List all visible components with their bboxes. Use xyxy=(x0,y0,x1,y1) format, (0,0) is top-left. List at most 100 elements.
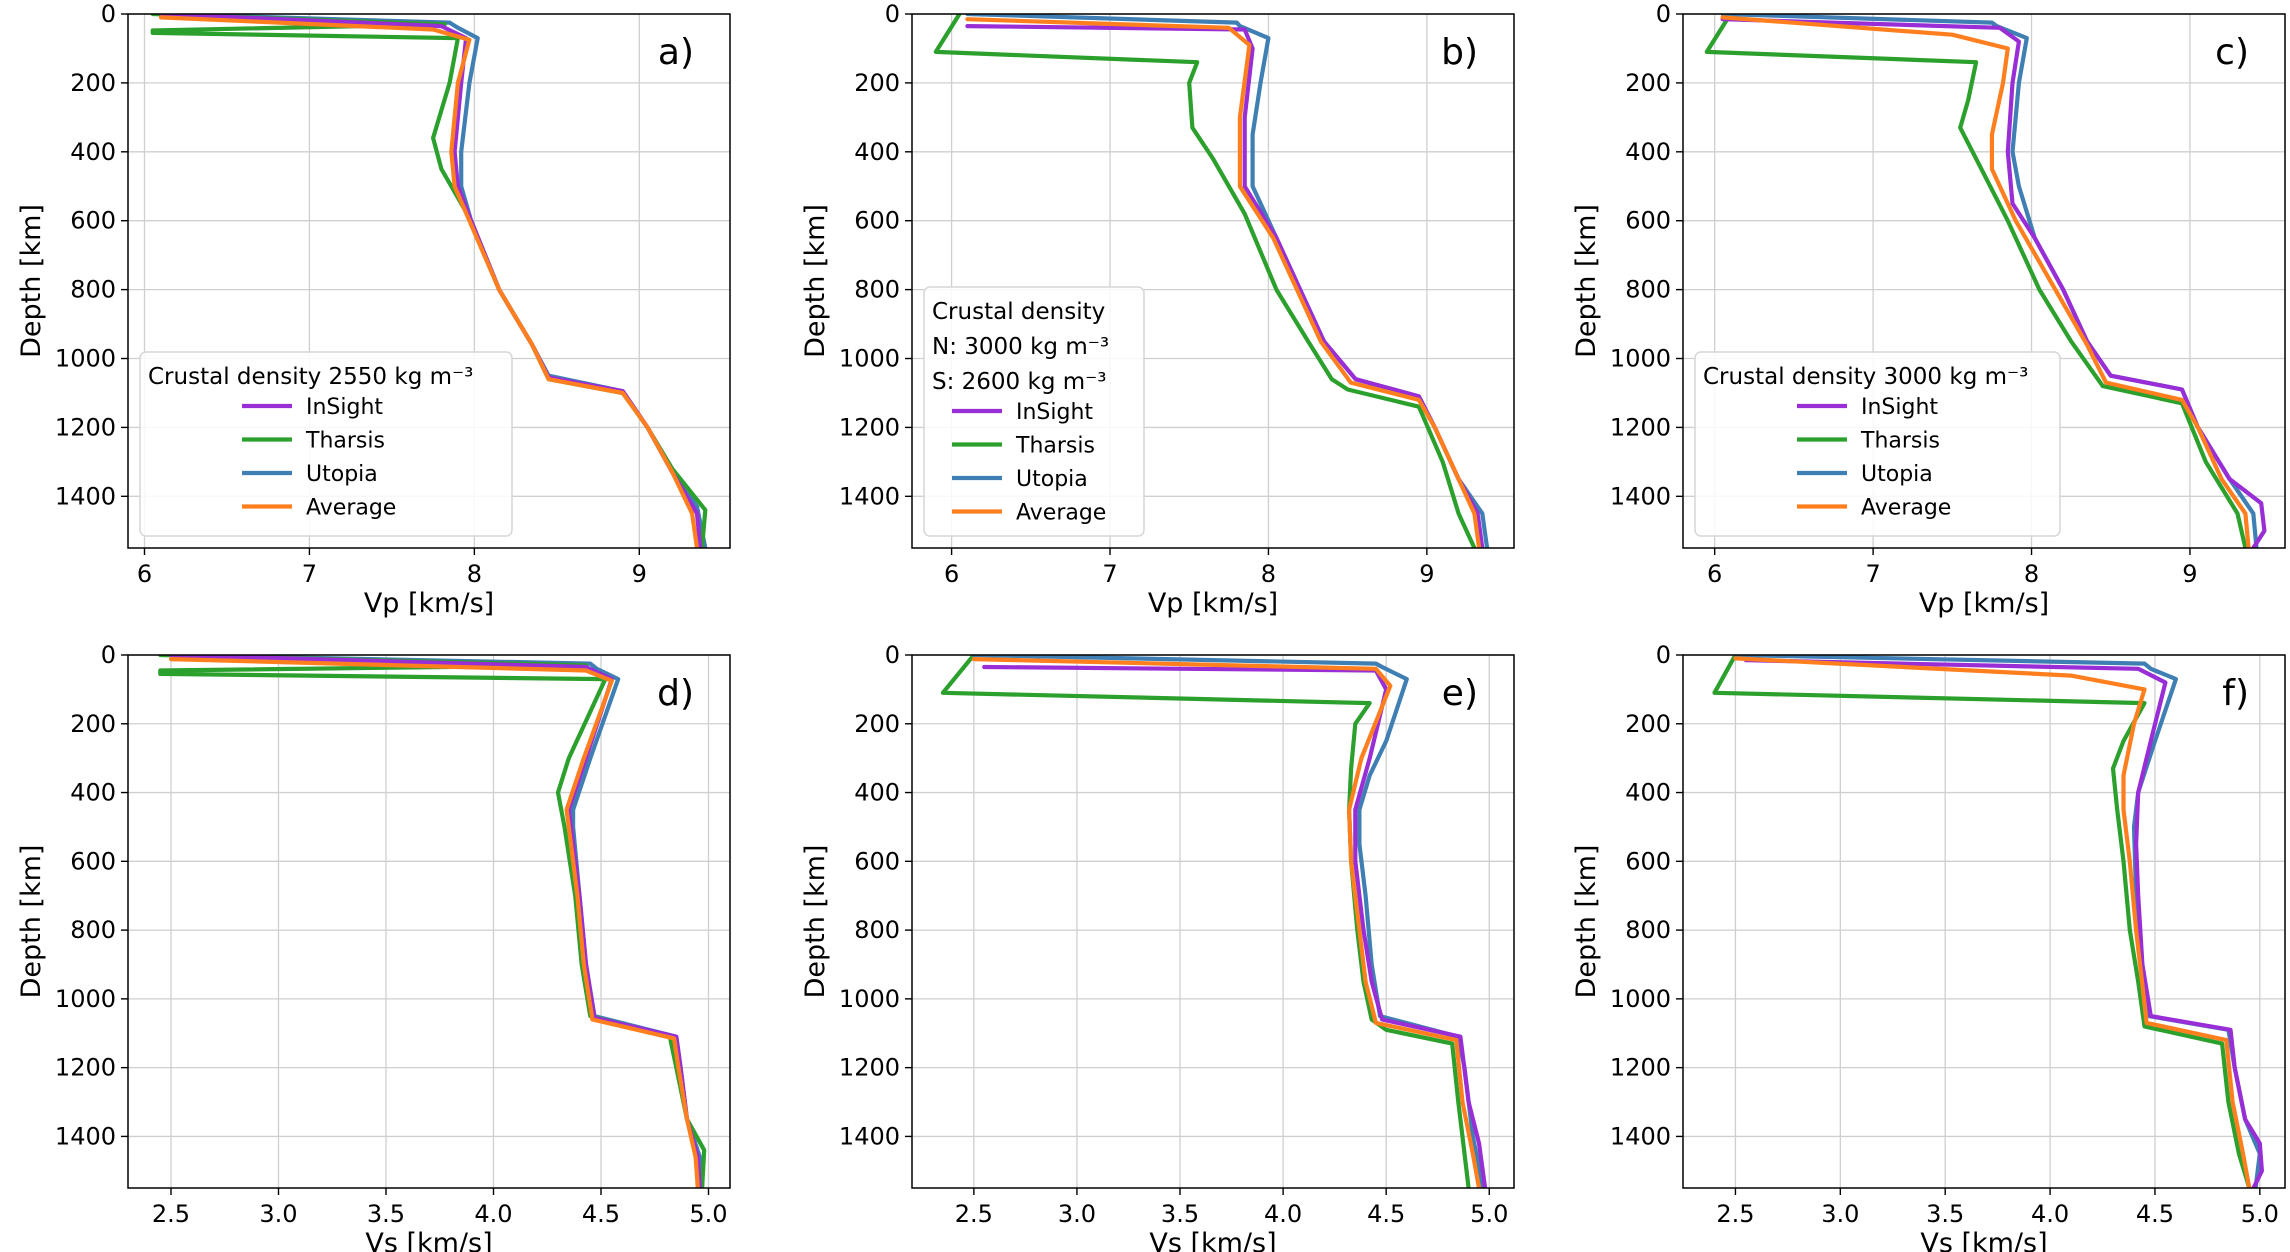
y-tick-label: 200 xyxy=(1625,710,1671,738)
y-tick-label: 0 xyxy=(1656,0,1671,28)
x-tick-label: 2.5 xyxy=(955,1200,993,1228)
y-tick-label: 400 xyxy=(854,138,900,166)
x-tick-label: 5.0 xyxy=(2241,1200,2279,1228)
y-tick-label: 1400 xyxy=(55,1122,116,1150)
legend: Crustal density N: 3000 kg m⁻³ S: 2600 k… xyxy=(923,286,1145,537)
y-tick-label: 600 xyxy=(70,207,116,235)
series-line-average xyxy=(168,657,700,1188)
y-tick-label: 800 xyxy=(70,916,116,944)
y-tick-label: 1400 xyxy=(839,1122,900,1150)
x-tick-label: 4.0 xyxy=(474,1200,512,1228)
legend-entry-utopia: Utopia xyxy=(1016,467,1088,492)
panel-e: 2.5 3.0 3.5 4.0 4.5 5.0 0 200 400 600 800 1000 1200 1… xyxy=(800,641,1515,1252)
y-axis-label: Depth [km] xyxy=(800,845,831,999)
legend-title: Crustal density 3000 kg m⁻³ xyxy=(1703,364,2028,390)
x-axis-label: Vs [km/s] xyxy=(365,1228,492,1252)
y-tick-label: 200 xyxy=(1625,69,1671,97)
x-tick-label: 6 xyxy=(137,560,152,588)
y-axis-label: Depth [km] xyxy=(1571,204,1602,358)
x-tick-label: 8 xyxy=(2024,560,2039,588)
y-tick-label: 0 xyxy=(1656,641,1671,669)
x-tick-label: 3.0 xyxy=(259,1200,297,1228)
legend-title: N: 3000 kg m⁻³ xyxy=(932,334,1109,360)
series-line-average xyxy=(971,657,1482,1188)
x-axis-label: Vs [km/s] xyxy=(1920,1228,2047,1252)
panel-a: 6 7 8 9 0 200 400 600 800 1000 1200 1400 Vp [km/s] De… xyxy=(16,0,731,619)
y-tick-label: 1000 xyxy=(839,345,900,373)
y-tick-label: 1200 xyxy=(839,1054,900,1082)
y-tick-label: 800 xyxy=(1625,276,1671,304)
y-tick-label: 0 xyxy=(101,0,116,28)
legend-entry-tharsis: Tharsis xyxy=(1860,429,1940,454)
legend-entry-insight: InSight xyxy=(306,395,383,420)
x-tick-label: 4.5 xyxy=(2136,1200,2174,1228)
x-tick-label: 4.0 xyxy=(2031,1200,2069,1228)
y-tick-label: 1400 xyxy=(1610,1122,1671,1150)
legend-box xyxy=(139,351,513,537)
y-tick-label: 600 xyxy=(854,847,900,875)
y-tick-label: 400 xyxy=(70,779,116,807)
y-axis-label: Depth [km] xyxy=(16,204,47,358)
series-line-insight xyxy=(1720,17,2267,548)
axes-frame xyxy=(127,654,731,1189)
series-line-insight xyxy=(982,664,1488,1188)
series-line-average xyxy=(158,15,700,548)
legend-title: Crustal density xyxy=(932,299,1105,325)
legend: Crustal density 2550 kg m⁻³ InSight Tharsi… xyxy=(139,351,513,537)
x-tick-label: 6 xyxy=(1707,560,1722,588)
x-tick-label: 4.0 xyxy=(1264,1200,1302,1228)
series-line-utopia xyxy=(168,655,705,1188)
y-tick-label: 1000 xyxy=(839,985,900,1013)
y-tick-label: 1000 xyxy=(1610,985,1671,1013)
series-line-utopia xyxy=(1733,655,2262,1188)
x-tick-label: 5.0 xyxy=(689,1200,727,1228)
legend: Crustal density 3000 kg m⁻³ InSight Tharsi… xyxy=(1694,351,2061,537)
y-tick-label: 1200 xyxy=(55,413,116,441)
y-tick-label: 200 xyxy=(70,69,116,97)
x-tick-label: 2.5 xyxy=(1716,1200,1754,1228)
legend-entry-utopia: Utopia xyxy=(306,462,378,487)
x-tick-label: 3.5 xyxy=(1161,1200,1199,1228)
series-group xyxy=(940,655,1488,1188)
y-tick-label: 200 xyxy=(854,69,900,97)
panel-label: d) xyxy=(657,673,694,714)
y-tick-label: 1200 xyxy=(55,1054,116,1082)
x-tick-label: 7 xyxy=(302,560,317,588)
x-tick-label: 6 xyxy=(944,560,959,588)
axes-frame xyxy=(127,13,731,549)
y-axis-label: Depth [km] xyxy=(800,204,831,358)
legend-entry-tharsis: Tharsis xyxy=(305,429,385,454)
y-tick-label: 600 xyxy=(854,207,900,235)
x-tick-label: 3.0 xyxy=(1821,1200,1859,1228)
x-tick-label: 7 xyxy=(1865,560,1880,588)
y-tick-label: 800 xyxy=(854,916,900,944)
x-tick-label: 9 xyxy=(632,560,647,588)
y-tick-label: 1200 xyxy=(839,413,900,441)
series-line-average xyxy=(1733,656,2252,1188)
x-axis-label: Vs [km/s] xyxy=(1149,1228,1276,1252)
legend-entry-average: Average xyxy=(1016,501,1106,526)
x-axis-label: Vp [km/s] xyxy=(1919,588,2049,619)
y-tick-label: 800 xyxy=(854,276,900,304)
panel-label: c) xyxy=(2215,32,2249,73)
panel-label: a) xyxy=(658,32,694,73)
y-tick-label: 1400 xyxy=(55,482,116,510)
legend-entry-tharsis: Tharsis xyxy=(1015,434,1095,459)
y-axis-label: Depth [km] xyxy=(1571,845,1602,999)
series-line-tharsis xyxy=(158,655,707,1188)
y-tick-label: 1400 xyxy=(1610,482,1671,510)
y-tick-label: 0 xyxy=(885,0,900,28)
axes-frame xyxy=(911,654,1515,1189)
panel-b: 6 7 8 9 0 200 400 600 800 1000 1200 1400 Vp [km/s] De… xyxy=(800,0,1515,619)
x-tick-label: 8 xyxy=(467,560,482,588)
y-tick-label: 400 xyxy=(70,138,116,166)
y-tick-label: 0 xyxy=(101,641,116,669)
y-tick-label: 1400 xyxy=(839,482,900,510)
panel-f: 2.5 3.0 3.5 4.0 4.5 5.0 0 200 400 600 800 1000 1200 1… xyxy=(1571,641,2286,1252)
y-tick-label: 600 xyxy=(1625,847,1671,875)
panel-d: 2.5 3.0 3.5 4.0 4.5 5.0 0 200 400 600 800 1000 1200 1… xyxy=(16,641,731,1252)
y-tick-label: 0 xyxy=(885,641,900,669)
y-tick-label: 1200 xyxy=(1610,1054,1671,1082)
x-tick-label: 3.5 xyxy=(1926,1200,1964,1228)
